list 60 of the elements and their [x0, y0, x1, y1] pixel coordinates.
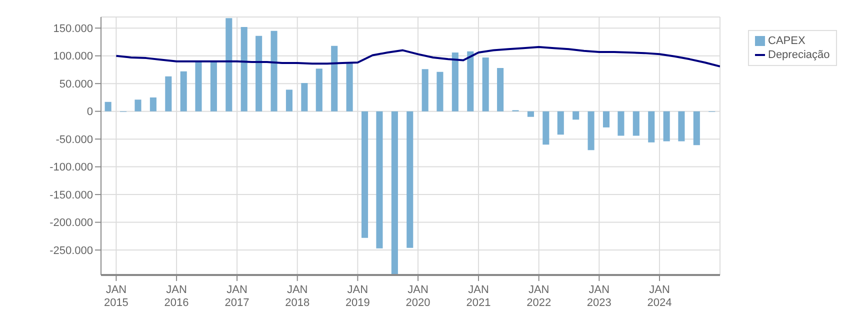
bar [436, 72, 444, 112]
bar [618, 111, 624, 136]
y-tick-label: -250.000 [50, 244, 93, 257]
bar [482, 58, 489, 112]
bar [316, 68, 322, 112]
bar [542, 111, 550, 145]
x-tick-label: JAN 2016 [164, 284, 189, 309]
y-tick-label: -200.000 [50, 217, 93, 230]
bar [256, 36, 262, 112]
bar [286, 90, 292, 112]
bar [663, 111, 670, 142]
x-tick-label: JAN 2018 [285, 284, 310, 309]
line-series [115, 46, 720, 68]
legend-label: CAPEX [768, 34, 806, 48]
bar [527, 111, 534, 117]
bar [602, 111, 610, 128]
x-tick-label: JAN 2021 [466, 284, 491, 309]
x-tick-label: JAN 2015 [104, 284, 128, 309]
bar [346, 63, 353, 112]
bar [270, 30, 278, 112]
y-tick-label: 150.000 [53, 23, 93, 35]
legend-label: Depreciação [768, 48, 830, 62]
bar [632, 111, 640, 136]
bar [693, 111, 700, 146]
x-tick-label: JAN 2022 [526, 284, 552, 309]
bar [452, 52, 458, 112]
bar [588, 111, 594, 150]
bar [134, 100, 142, 112]
bar [648, 111, 655, 142]
bar [331, 46, 338, 112]
bar [361, 111, 368, 238]
bar [376, 111, 383, 248]
y-tick-label: -150.000 [50, 189, 93, 202]
bar [678, 111, 685, 142]
bar [104, 102, 112, 112]
bar [422, 69, 428, 112]
x-tick-label: JAN 2017 [224, 284, 250, 309]
bar [406, 111, 414, 248]
bar [150, 97, 156, 112]
bar [195, 61, 202, 112]
bar [572, 111, 580, 120]
bar [165, 76, 172, 112]
bar [301, 83, 308, 112]
x-tick-label: JAN 2024 [647, 284, 672, 309]
bar [467, 51, 474, 112]
y-tick-label: 100.000 [53, 50, 93, 63]
y-tick-label: -100.000 [50, 162, 93, 174]
bar [180, 71, 187, 112]
y-tick-label: 50.000 [59, 78, 93, 90]
x-tick-label: JAN 2023 [586, 284, 612, 309]
bar [210, 61, 217, 112]
x-tick-label: JAN 2019 [345, 284, 370, 309]
x-tick-label: JAN 2020 [406, 284, 430, 309]
bar [391, 111, 398, 275]
bar [240, 26, 248, 112]
y-tick-label: -50.000 [56, 134, 93, 146]
bar [497, 68, 504, 112]
bar [226, 18, 232, 112]
bar [557, 111, 564, 135]
y-tick-label: 0 [86, 106, 93, 118]
